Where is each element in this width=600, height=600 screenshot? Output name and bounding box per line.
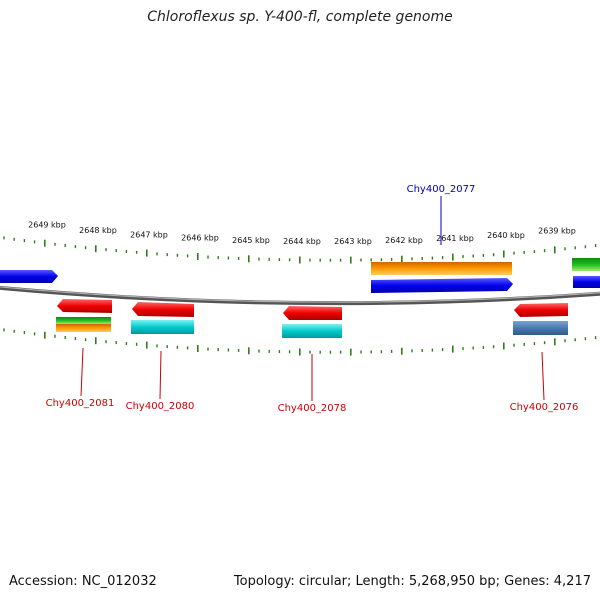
- accession-text: Accession: NC_012032: [9, 574, 157, 589]
- gene-label-chy400-2078[interactable]: Chy400_2078: [278, 403, 347, 414]
- gene-label-chy400-2080[interactable]: Chy400_2080: [126, 401, 195, 412]
- tick-label: 2640 kbp: [487, 231, 525, 240]
- feature-chy400-2078[interactable]: [283, 306, 342, 320]
- leader-chy400-2076: [541, 351, 545, 401]
- feature-chy400-2081[interactable]: [57, 299, 112, 313]
- tick-label: 2646 kbp: [181, 234, 219, 243]
- tick-label: 2642 kbp: [385, 236, 423, 245]
- feature-orange[interactable]: [371, 262, 512, 275]
- tick-label: 2639 kbp: [538, 227, 576, 236]
- label-leaders: [80, 196, 545, 401]
- forward-strand-features: [0, 258, 600, 293]
- gene-labels: Chy400_2077 Chy400_2081 Chy400_2080 Chy4…: [46, 184, 579, 414]
- tick-label: 2643 kbp: [334, 237, 372, 246]
- feature-left-blue[interactable]: [0, 270, 58, 283]
- feature-chy400-2076[interactable]: [514, 303, 568, 317]
- feature-right-green[interactable]: [572, 258, 600, 271]
- tick-label: 2649 kbp: [28, 220, 66, 229]
- leader-chy400-2081: [80, 347, 84, 397]
- feature-orange-2081[interactable]: [56, 324, 111, 332]
- gene-label-chy400-2077[interactable]: Chy400_2077: [407, 184, 476, 195]
- scale-upper: [3, 236, 597, 264]
- genome-backbone: [0, 285, 600, 306]
- feature-chy400-2077[interactable]: [371, 278, 513, 293]
- tick-labels: 2649 kbp 2648 kbp 2647 kbp 2646 kbp 2645 kbp…: [28, 220, 576, 246]
- gene-label-chy400-2076[interactable]: Chy400_2076: [510, 402, 579, 413]
- scale-lower: [3, 328, 597, 356]
- tick-label: 2641 kbp: [436, 234, 474, 243]
- tick-label: 2644 kbp: [283, 237, 321, 246]
- tick-label: 2647 kbp: [130, 230, 168, 239]
- feature-chy400-2080[interactable]: [132, 302, 194, 317]
- genome-info-text: Topology: circular; Length: 5,268,950 bp…: [233, 574, 591, 589]
- gene-label-chy400-2081[interactable]: Chy400_2081: [46, 398, 115, 409]
- reverse-strand-features: [56, 299, 568, 338]
- feature-green-2081[interactable]: [56, 317, 111, 324]
- feature-steelblue-2076[interactable]: [513, 321, 568, 335]
- feature-cyan-2078[interactable]: [282, 324, 342, 338]
- feature-cyan-2080[interactable]: [131, 320, 194, 334]
- genome-backbone-highlight: [0, 286, 600, 303]
- leader-chy400-2080: [159, 350, 162, 400]
- feature-right-blue[interactable]: [573, 276, 600, 288]
- tick-label: 2648 kbp: [79, 226, 117, 235]
- map-title: Chloroflexus sp. Y-400-fl, complete geno…: [147, 9, 453, 25]
- tick-label: 2645 kbp: [232, 236, 270, 245]
